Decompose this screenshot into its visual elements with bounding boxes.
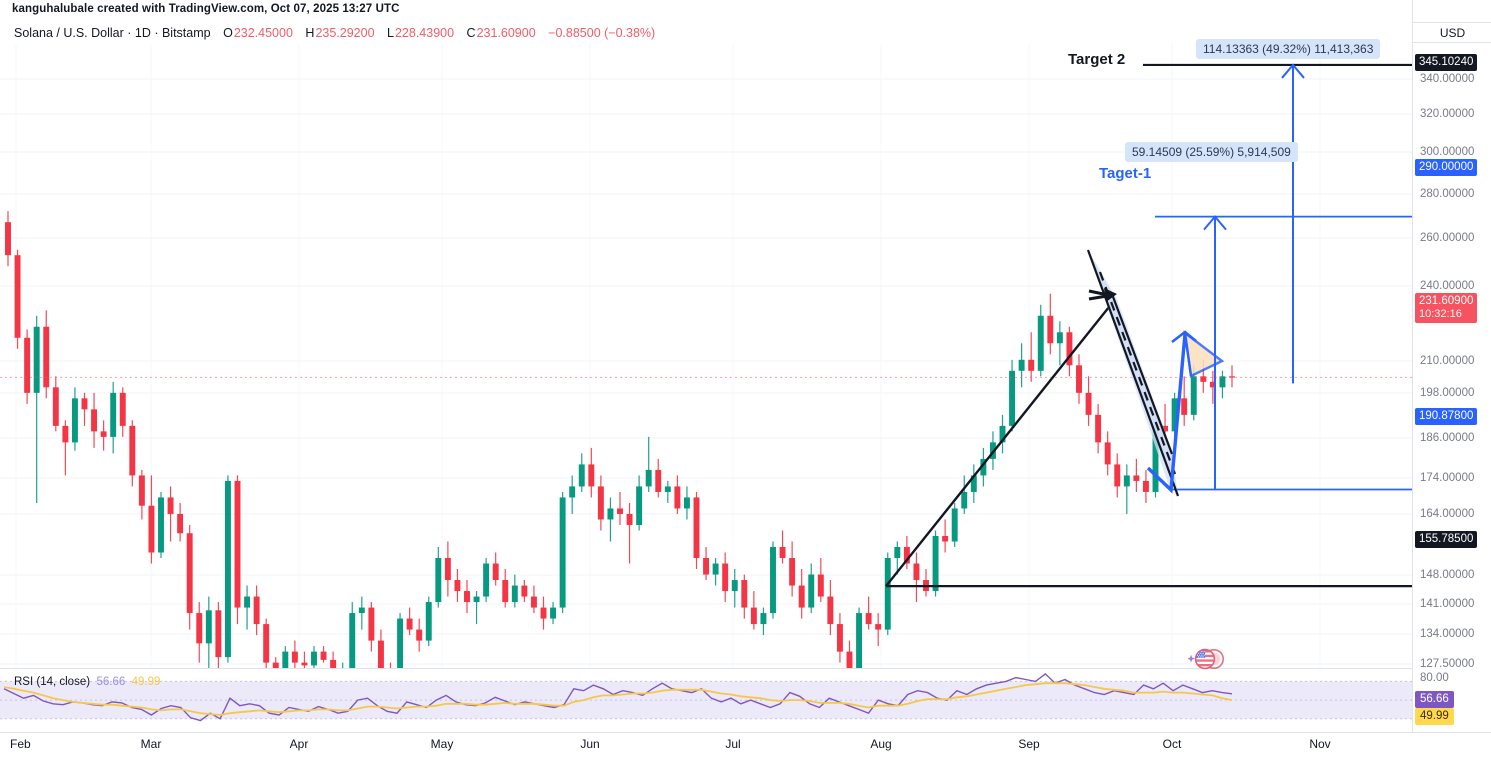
time-tick-label: Aug (870, 737, 892, 751)
symbol-title[interactable]: Solana / U.S. Dollar · 1D · Bitstamp (14, 26, 211, 40)
price-tag-value: 345.10240 (1419, 56, 1474, 68)
target2-measure-arrow[interactable] (1281, 63, 1305, 384)
price-tick-label: 260.00000 (1420, 232, 1475, 244)
time-tick-label: Oct (1162, 737, 1182, 751)
rsi-ma-value-tag: 49.99 (1415, 708, 1454, 725)
rsi-ma-line (3, 682, 1233, 716)
price-tick-label: 127.50000 (1420, 658, 1475, 670)
price-tick-label: 174.00000 (1420, 472, 1475, 484)
horizontal-levels[interactable] (886, 63, 1412, 588)
candlestick-series (5, 211, 1235, 668)
target-1-measurement-pill: 59.14509 (25.59%) 5,914,509 (1125, 142, 1298, 162)
target1-measure-arrow[interactable] (1203, 215, 1227, 490)
price-tag-value: 190.87800 (1419, 410, 1474, 422)
time-tick-label: Jul (725, 737, 741, 751)
price-tag-blue[interactable]: 190.87800 (1415, 408, 1478, 425)
currency-label: USD (1413, 22, 1491, 43)
rsi-legend-ma-value: 49.99 (131, 676, 161, 688)
open-key: O (223, 26, 233, 40)
rsi-legend: RSI (14, close) 56.66 49.99 (14, 676, 160, 689)
rsi-value-tag: 56.66 (1415, 691, 1454, 708)
price-pane[interactable] (0, 44, 1412, 668)
close-key: C (466, 26, 476, 40)
target-2-measurement-pill: 114.13363 (49.32%) 11,413,363 (1196, 39, 1381, 59)
time-tick-label: Sep (1018, 737, 1040, 751)
price-tick-label: 148.00000 (1420, 569, 1475, 581)
price-axis[interactable]: USD 340.00000 320.00000 300.00000 280.00000… (1412, 0, 1491, 732)
target-2-label[interactable]: Target 2 (1068, 51, 1126, 68)
price-tag-value: 155.78500 (1419, 533, 1474, 545)
price-tag-value: 290.00000 (1419, 161, 1474, 173)
price-tick-label: 210.00000 (1420, 355, 1475, 367)
price-tag-red[interactable]: 231.60900 10:32:16 (1415, 293, 1478, 323)
breakdown-arrow (1088, 288, 1117, 302)
price-tick-label: 300.00000 (1420, 146, 1475, 158)
time-axis[interactable]: Feb Mar Apr May Jun Jul Aug Sep Oct Nov (0, 732, 1491, 771)
low-key: L (387, 26, 394, 40)
price-tag-value: 231.60900 (1419, 295, 1474, 307)
rsi-axis-top-label: 80.00 (1420, 672, 1449, 684)
rsi-legend-value: 56.66 (96, 676, 126, 688)
target-1-label[interactable]: Taget-1 (1099, 165, 1152, 182)
time-tick-label: Mar (140, 737, 162, 751)
time-tick-label: Nov (1309, 737, 1331, 751)
price-tick-label: 198.00000 (1420, 387, 1475, 399)
symbol-legend: Solana / U.S. Dollar · 1D · Bitstamp O23… (14, 25, 656, 41)
high-key: H (305, 26, 315, 40)
us-flag-crest-icon (1188, 645, 1230, 673)
pane-divider (0, 668, 1412, 669)
ascending-support-trendline (885, 301, 1114, 587)
rsi-pane[interactable] (0, 670, 1412, 732)
price-tick-label: 320.00000 (1420, 108, 1475, 120)
bull-pennant[interactable] (1183, 330, 1225, 378)
time-tick-label: Feb (10, 737, 31, 751)
price-tag-black[interactable]: 155.78500 (1415, 531, 1478, 548)
price-tick-label: 164.00000 (1420, 508, 1475, 520)
high-value: 235.29200 (315, 26, 375, 40)
price-chart-canvas (0, 44, 1412, 668)
price-tag-blue[interactable]: 290.00000 (1415, 159, 1478, 176)
open-value: 232.45000 (233, 26, 293, 40)
price-tick-label: 280.00000 (1420, 188, 1475, 200)
rsi-chart-canvas (0, 672, 1412, 722)
price-tick-label: 141.00000 (1420, 598, 1475, 610)
price-tag-black[interactable]: 345.10240 (1415, 54, 1478, 71)
price-tick-label: 340.00000 (1420, 73, 1475, 85)
time-tick-label: Apr (289, 737, 309, 751)
bear-flag-channel[interactable] (1086, 249, 1180, 497)
attribution-text: kanguhalubale created with TradingView.c… (12, 3, 400, 15)
price-tag-countdown: 10:32:16 (1419, 308, 1462, 320)
low-value: 228.43900 (394, 26, 455, 40)
time-tick-label: Jun (580, 737, 600, 751)
time-tick-label: May (430, 737, 454, 751)
rsi-legend-name[interactable]: RSI (14, close) (14, 676, 91, 688)
price-tick-label: 186.00000 (1420, 432, 1475, 444)
price-change: −0.88500 (−0.38%) (548, 26, 656, 40)
close-value: 231.60900 (476, 26, 536, 40)
price-tick-label: 240.00000 (1420, 280, 1475, 292)
price-tick-label: 134.00000 (1420, 628, 1475, 640)
